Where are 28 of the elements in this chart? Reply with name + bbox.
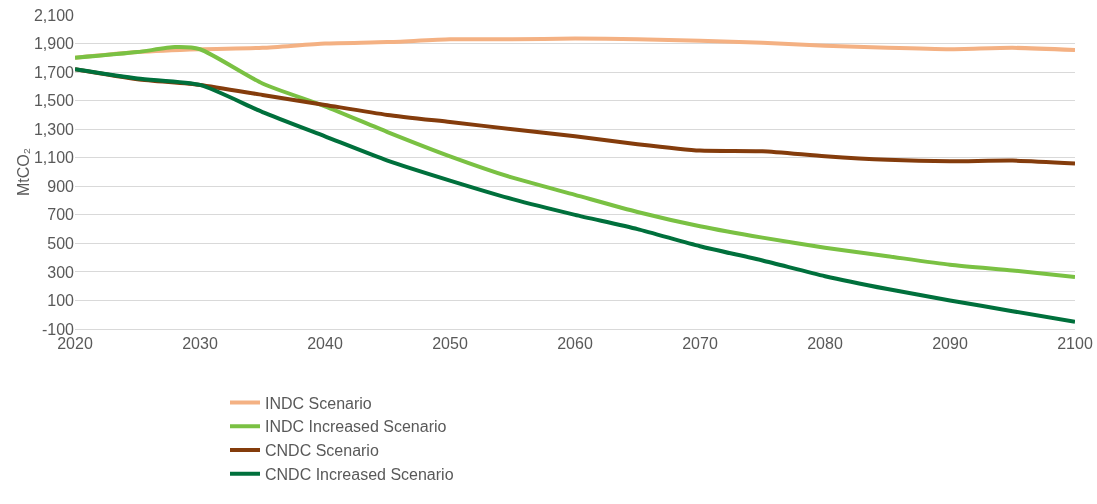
- y-tick-label: 1,700: [33, 63, 75, 81]
- legend-label: CNDC Scenario: [265, 442, 379, 460]
- x-tick-label: 2090: [932, 335, 968, 353]
- x-tick-label: 2100: [1057, 335, 1093, 353]
- x-tick-label: 2040: [307, 335, 343, 353]
- y-tick-label: 300: [47, 263, 75, 281]
- y-tick-label: 500: [47, 234, 75, 252]
- legend-label: INDC Increased Scenario: [265, 418, 447, 436]
- y-tick-label: 900: [47, 177, 75, 195]
- y-tick-label: 700: [47, 206, 75, 224]
- legend-label: INDC Scenario: [265, 394, 372, 412]
- y-tick-label: 1,900: [33, 35, 75, 53]
- x-tick-label: 2070: [682, 335, 718, 353]
- y-tick-label: 1,100: [33, 149, 75, 167]
- line-series: [75, 45, 1075, 279]
- y-tick-label: 100: [47, 292, 75, 310]
- x-tick-label: 2080: [807, 335, 843, 353]
- legend-label: CNDC Increased Scenario: [265, 466, 454, 484]
- y-tick-label: 2,100: [33, 6, 75, 24]
- x-tick-label: 2020: [57, 335, 93, 353]
- x-tick-label: 2050: [432, 335, 468, 353]
- x-tick-label: 2060: [557, 335, 593, 353]
- line-series: [75, 67, 1075, 324]
- y-tick-label: 1,300: [33, 120, 75, 138]
- x-tick-label: 2030: [182, 335, 218, 353]
- y-tick-label: 1,500: [33, 92, 75, 110]
- y-tick-label: -100: [41, 320, 75, 338]
- y-axis-title: MtCO₂: [14, 148, 32, 196]
